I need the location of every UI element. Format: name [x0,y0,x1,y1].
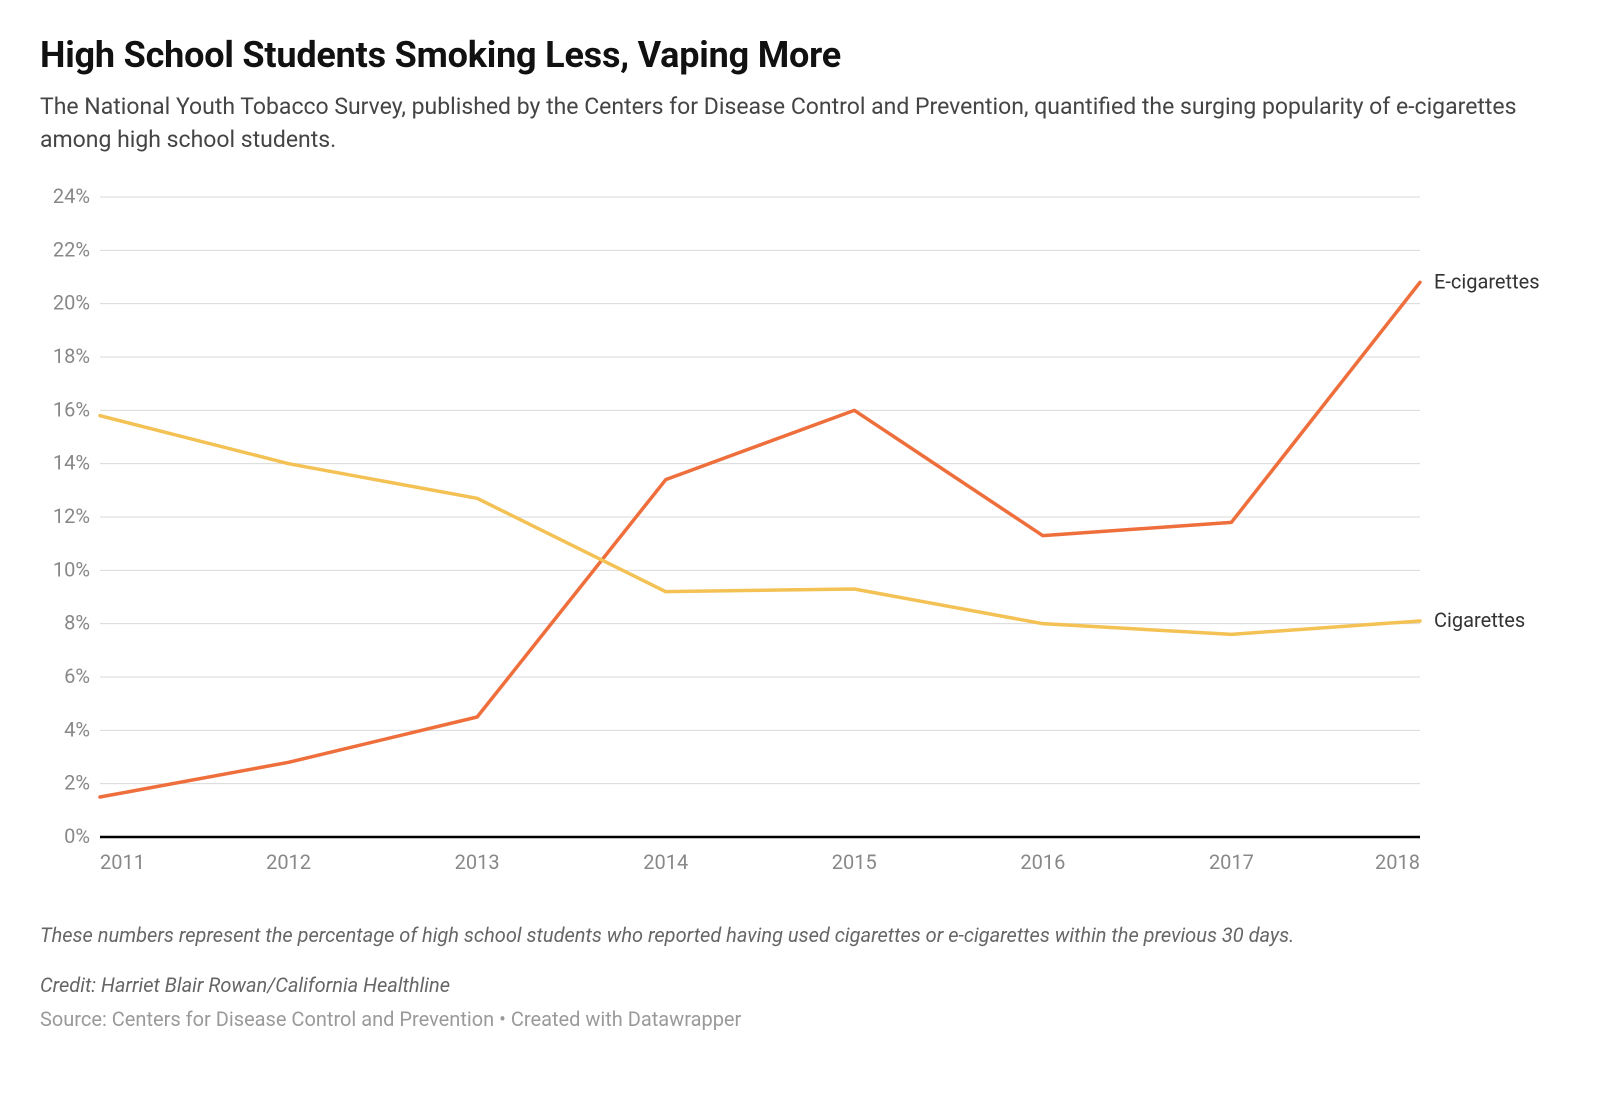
x-tick-label: 2015 [832,850,877,874]
series-line [100,415,1420,634]
x-tick-label: 2018 [1375,850,1420,874]
chart-footnote: These numbers represent the percentage o… [40,923,1580,947]
x-tick-label: 2012 [266,850,311,874]
chart-svg: 0% 2% 4% 6% 8% 10% 12% 14% 16% 18% 20% 22% 24% 2011 20… [40,187,1580,887]
y-tick-label: 4% [64,717,90,741]
y-tick-label: 2% [64,770,90,794]
x-tick-label: 2013 [455,850,500,874]
chart-title: High School Students Smoking Less, Vapin… [40,34,1580,76]
y-tick-label: 10% [53,557,90,581]
y-tick-label: 0% [64,824,90,848]
y-tick-label: 16% [53,397,90,421]
x-tick-label: 2011 [100,850,145,874]
x-tick-label: 2017 [1209,850,1254,874]
chart-container: High School Students Smoking Less, Vapin… [0,0,1620,1106]
y-tick-label: 18% [53,344,90,368]
series-label: E-cigarettes [1434,269,1540,293]
x-tick-label: 2016 [1020,850,1065,874]
y-tick-label: 14% [53,450,90,474]
y-tick-label: 20% [53,290,90,314]
y-tick-label: 12% [53,504,90,528]
chart-source: Source: Centers for Disease Control and … [40,1007,1580,1031]
chart-subtitle: The National Youth Tobacco Survey, publi… [40,90,1560,157]
y-tick-label: 22% [53,237,90,261]
chart-credit: Credit: Harriet Blair Rowan/California H… [40,973,1580,997]
y-tick-label: 6% [64,664,90,688]
x-tick-label: 2014 [643,850,688,874]
chart-plot: 0% 2% 4% 6% 8% 10% 12% 14% 16% 18% 20% 22% 24% 2011 20… [40,187,1580,887]
y-tick-label: 8% [64,610,90,634]
y-tick-label: 24% [53,187,90,208]
series-line [100,282,1420,797]
series-label: Cigarettes [1434,608,1525,632]
